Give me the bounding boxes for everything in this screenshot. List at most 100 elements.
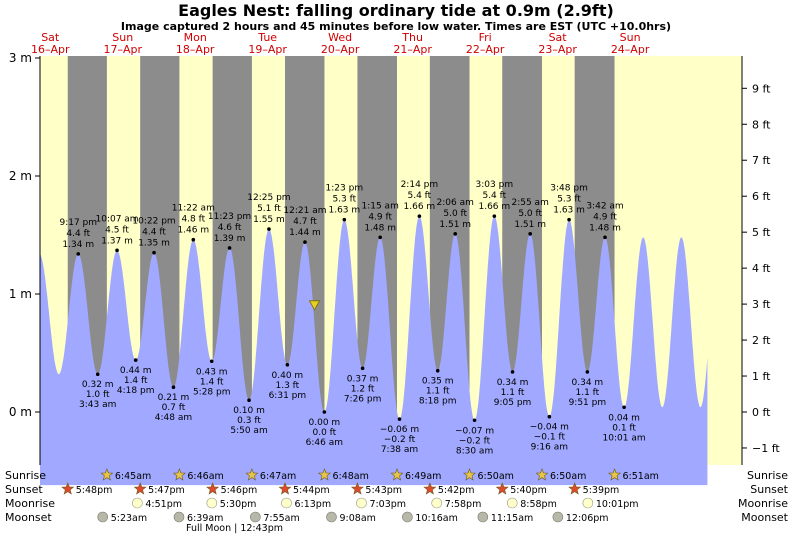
extreme-time: 7:26 pm: [344, 394, 382, 404]
right-tick-label: 5 ft: [752, 226, 771, 239]
sunrise-icon: [317, 468, 331, 481]
high-tide-4: 10:22 pm4.4 ft1.35 m: [132, 217, 176, 255]
moonrise-time: 7:58pm: [445, 499, 482, 510]
extreme-dot: [76, 252, 81, 256]
sunrise-icon: [245, 468, 259, 481]
sunset-time: 5:42pm: [438, 485, 475, 496]
sunset-icon: [423, 482, 437, 495]
extreme-dot: [472, 418, 477, 423]
sunset-event-5: 5:42pm: [423, 482, 475, 496]
day-labels: Sat16–AprSun17–AprMon18–AprTue19–AprWed2…: [31, 31, 650, 56]
high-tide-20: 2:06 am5.0 ft1.51 m: [437, 198, 474, 236]
extreme-time: 6:31 pm: [269, 391, 307, 401]
moonrise-icon: [506, 497, 518, 509]
moonset-event-5: 11:15am: [477, 511, 533, 524]
sunset-time: 5:47pm: [148, 485, 185, 496]
sunset-event-4: 5:43pm: [350, 482, 402, 496]
extreme-dot: [152, 250, 156, 255]
extreme-dot: [397, 417, 402, 421]
extreme-dot: [360, 366, 365, 371]
extreme-m: 1.48 m: [364, 223, 396, 233]
extreme-ft: 0.1 ft: [612, 423, 636, 433]
sunset-time: 5:43pm: [365, 485, 402, 496]
moonset-time: 9:08am: [339, 513, 375, 524]
extreme-time: 2:14 pm: [401, 180, 439, 190]
sunset-event-3: 5:44pm: [278, 482, 330, 496]
extreme-ft: 1.4 ft: [200, 377, 224, 387]
day-date: 18–Apr: [176, 43, 215, 56]
extreme-m: 0.37 m: [347, 374, 379, 384]
extreme-ft: 0.7 ft: [162, 403, 186, 413]
moonrise-event-1: 5:30pm: [206, 497, 256, 510]
moonset-event-4: 10:16am: [402, 511, 458, 524]
extreme-ft: 5.4 ft: [482, 191, 506, 201]
high-tide-18: 2:14 pm5.4 ft1.66 m: [401, 180, 439, 218]
extreme-ft: 4.6 ft: [218, 223, 242, 233]
sunrise-event-6: 6:50am: [535, 468, 586, 482]
sunrise-icon: [463, 468, 476, 481]
extreme-time: 2:06 am: [437, 198, 474, 208]
moonrise-time: 10:01pm: [596, 499, 639, 510]
day-of-week: Thu: [401, 31, 423, 44]
extreme-time: 11:22 am: [172, 204, 215, 214]
day-date: 21–Apr: [393, 43, 432, 56]
high-tide-24: 2:55 am5.0 ft1.51 m: [511, 198, 549, 236]
extreme-ft: 4.5 ft: [105, 225, 129, 235]
extreme-ft: 5.0 ft: [518, 209, 542, 219]
right-tick-label: 3 ft: [752, 298, 771, 311]
extreme-time: 3:42 am: [586, 201, 623, 211]
extreme-time: 9:17 pm: [59, 218, 97, 228]
moonrise-event-0: 4:51pm: [132, 497, 182, 510]
extreme-time: 6:46 am: [306, 438, 343, 448]
sunrise-time: 6:51am: [623, 471, 659, 482]
sunset-icon: [278, 482, 292, 495]
extreme-m: 1.66 m: [404, 202, 436, 212]
extreme-time: 11:23 pm: [208, 212, 251, 222]
high-tide-16: 1:15 am4.9 ft1.48 m: [361, 201, 399, 240]
high-tide-22: 3:03 pm5.4 ft1.66 m: [476, 180, 514, 218]
day-date: 24–Apr: [611, 43, 650, 56]
extreme-time: 1:15 am: [361, 201, 398, 211]
moonset-time: 7:55am: [263, 513, 299, 524]
extreme-ft: 4.9 ft: [368, 212, 392, 222]
row-label-left-moonrise: Moonrise: [5, 497, 55, 510]
extreme-m: 1.39 m: [214, 234, 246, 244]
right-tick-label: 1 ft: [752, 370, 771, 383]
extreme-time: 9:16 am: [531, 443, 568, 453]
extreme-time: 3:48 pm: [550, 184, 588, 194]
day-date: 19–Apr: [248, 43, 287, 56]
extreme-time: 3:03 pm: [476, 180, 514, 190]
extreme-time: 8:18 pm: [419, 397, 457, 407]
high-tide-0: 9:17 pm4.4 ft1.34 m: [59, 218, 97, 256]
chart-title: Eagles Nest: falling ordinary tide at 0.…: [178, 1, 614, 20]
extreme-dot: [267, 227, 271, 231]
extreme-time: 9:51 pm: [569, 398, 607, 408]
extreme-ft: 4.8 ft: [181, 215, 205, 225]
high-tide-12: 12:21 am4.7 ft1.44 m: [283, 206, 327, 244]
row-label-left-moonset: Moonset: [5, 511, 52, 524]
low-tide-15: 0.37 m1.2 ft7:26 pm: [344, 366, 382, 404]
moonrise-event-5: 8:58pm: [506, 497, 557, 510]
extreme-m: 0.35 m: [422, 377, 454, 387]
day-date: 23–Apr: [538, 43, 577, 56]
high-tide-14: 1:23 pm5.3 ft1.63 m: [326, 184, 363, 222]
sunrise-time: 6:48am: [332, 471, 368, 482]
moonset-time: 12:06pm: [566, 513, 609, 524]
sunset-icon: [133, 482, 147, 495]
current-tide-marker-layer: [308, 300, 321, 311]
extreme-m: 1.55 m: [253, 215, 285, 225]
sunrise-time: 6:46am: [187, 471, 223, 482]
extreme-m: −0.06 m: [380, 425, 419, 435]
right-tick-label: 4 ft: [752, 262, 771, 275]
current-tide-marker: [308, 300, 321, 311]
moonrise-icon: [206, 497, 218, 509]
extreme-m: 0.10 m: [233, 406, 265, 416]
sunrise-event-0: 6:45am: [100, 468, 151, 482]
extreme-time: 7:38 am: [381, 445, 418, 455]
full-moon-note: Full Moon | 12:43pm: [186, 523, 283, 534]
low-tide-19: 0.35 m1.1 ft8:18 pm: [419, 368, 457, 407]
low-tide-17: −0.06 m−0.2 ft7:38 am: [380, 417, 419, 455]
